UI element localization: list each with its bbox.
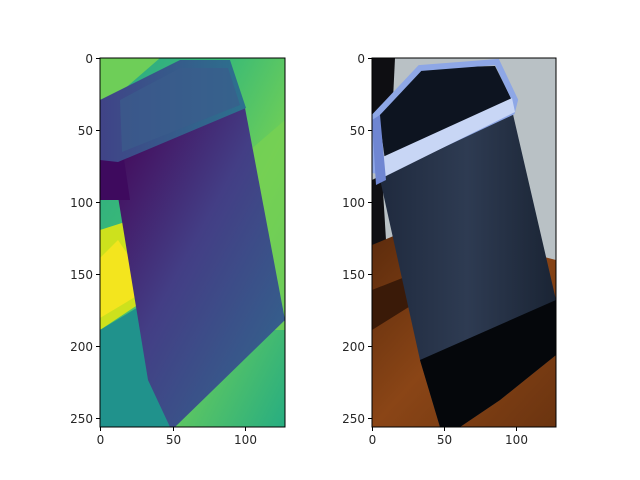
depth-ytick-label: 100 (70, 196, 93, 210)
rgb-axes-frame (371, 57, 557, 428)
rgb-ytick-label: 0 (357, 52, 365, 66)
rgb-xtick-label: 50 (437, 433, 452, 447)
depth-xtick-label: 50 (166, 433, 181, 447)
depth-ytick-label: 150 (70, 268, 93, 282)
depth-xaxis: 0 50 100 (97, 427, 257, 447)
depth-panel: 0 50 100 150 200 250 0 50 100 (70, 52, 286, 447)
depth-ytick-label: 200 (70, 340, 93, 354)
depth-axes-frame (99, 57, 286, 428)
rgb-xaxis: 0 50 100 (369, 427, 528, 447)
rgb-panel: 0 50 100 150 200 250 0 50 100 (342, 52, 557, 447)
depth-ytick-label: 250 (70, 412, 93, 426)
rgb-xtick-label: 0 (369, 433, 377, 447)
depth-yaxis: 0 50 100 150 200 250 (70, 52, 100, 426)
rgb-ytick-label: 200 (342, 340, 365, 354)
depth-xtick-label: 0 (97, 433, 105, 447)
depth-ytick-label: 50 (78, 124, 93, 138)
depth-xtick-label: 100 (234, 433, 257, 447)
rgb-ytick-label: 150 (342, 268, 365, 282)
rgb-ytick-label: 250 (342, 412, 365, 426)
rgb-ytick-label: 100 (342, 196, 365, 210)
rgb-ytick-label: 50 (350, 124, 365, 138)
rgb-yaxis: 0 50 100 150 200 250 (342, 52, 372, 426)
depth-ytick-label: 0 (85, 52, 93, 66)
rgb-image (372, 58, 556, 427)
rgb-xtick-label: 100 (505, 433, 528, 447)
depth-image (100, 58, 285, 427)
